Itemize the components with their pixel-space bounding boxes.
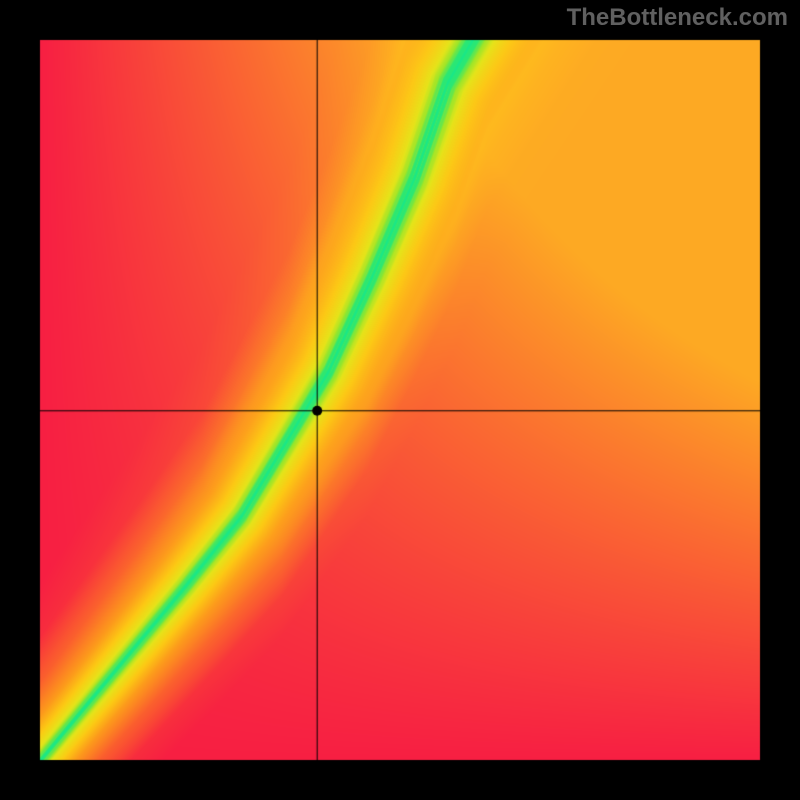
chart-container: TheBottleneck.com — [0, 0, 800, 800]
heatmap-canvas — [0, 0, 800, 800]
watermark: TheBottleneck.com — [567, 4, 788, 32]
